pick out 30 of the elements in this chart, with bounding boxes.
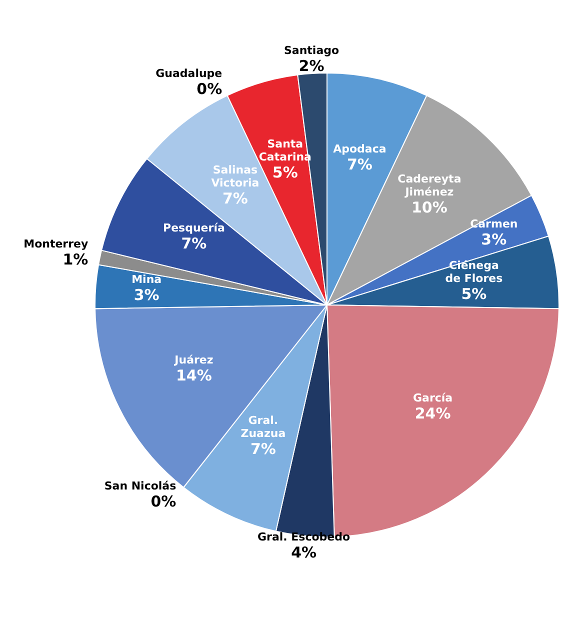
data-label: 4% xyxy=(291,543,317,562)
slice-label: Salinas Victoria xyxy=(211,163,260,190)
data-label: 2% xyxy=(298,56,324,75)
text: 0% xyxy=(196,80,222,98)
category-label: Guadalupe xyxy=(156,67,222,80)
slice-label: García xyxy=(413,392,453,405)
data-label: 7% xyxy=(250,440,276,458)
slice-label: Pesquería xyxy=(163,222,225,235)
data-label: 5% xyxy=(272,164,298,182)
data-label: 3% xyxy=(481,230,507,249)
slice-label: Gral. Zuazua xyxy=(240,414,286,440)
data-label: 24% xyxy=(414,404,451,423)
data-label: 7% xyxy=(181,234,207,253)
slice-label: Apodaca xyxy=(333,142,386,156)
data-label: 7% xyxy=(346,156,372,174)
category-label: San Nicolás xyxy=(104,479,176,492)
slice-label: Gral. Escobedo xyxy=(258,530,351,544)
slice-label: Monterrey xyxy=(24,238,88,251)
data-label: 3% xyxy=(134,286,160,304)
slice-label: Mina xyxy=(132,273,162,286)
data-label: 1% xyxy=(62,250,88,269)
data-label: 14% xyxy=(176,366,212,384)
slice-label: Santiago xyxy=(284,44,340,57)
data-label: 5% xyxy=(461,284,487,303)
text: 0% xyxy=(150,492,176,510)
slice-label: Juárez xyxy=(174,353,214,366)
slice-label: Ciénega de Flores xyxy=(445,258,504,285)
data-label: 10% xyxy=(412,198,448,217)
data-label: 7% xyxy=(222,189,248,208)
slice-label: Cadereyta Jiménez xyxy=(398,172,462,199)
